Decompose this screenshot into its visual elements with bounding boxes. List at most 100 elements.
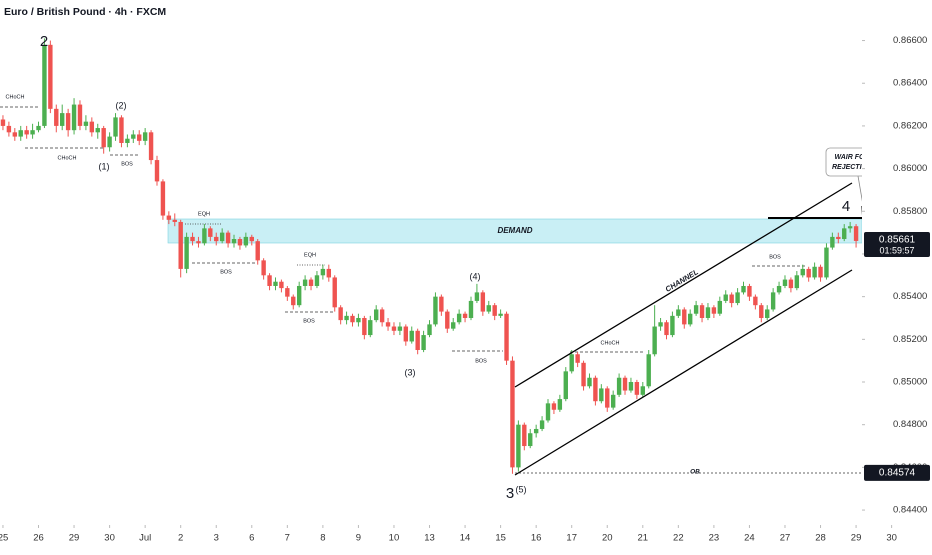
candle-body xyxy=(427,324,432,336)
candle-body xyxy=(255,241,260,261)
candle-body xyxy=(154,160,160,182)
candle-body xyxy=(853,226,859,241)
wave-label: 3 xyxy=(506,485,514,502)
candle-body xyxy=(302,279,308,286)
y-tick-label: 0.86400 xyxy=(893,78,927,89)
candle-body xyxy=(788,279,794,289)
channel-lower xyxy=(514,269,853,476)
candle-body xyxy=(522,424,527,447)
chart-title: Euro / British Pound · 4h · FXCM xyxy=(4,6,166,18)
candle-body xyxy=(125,138,130,143)
candle-body xyxy=(605,388,610,408)
x-tick-label: 22 xyxy=(673,533,684,544)
y-tick-label: 0.85800 xyxy=(893,206,927,217)
candle-body xyxy=(249,236,254,242)
candle-body xyxy=(60,113,65,126)
candle-body xyxy=(172,219,177,222)
structure-label: BOS xyxy=(769,254,781,260)
callout-text: WAIR FOR xyxy=(835,154,870,161)
candle-body xyxy=(759,305,764,318)
x-tick-label: 29 xyxy=(69,533,80,544)
structure-label: BOS xyxy=(303,318,315,324)
candle-body xyxy=(628,382,634,391)
candle-body xyxy=(332,277,337,308)
candle-body xyxy=(658,322,663,327)
candle-body xyxy=(664,322,669,336)
candle-body xyxy=(551,403,557,410)
candle-body xyxy=(89,121,95,133)
candle-body xyxy=(208,228,213,237)
candles xyxy=(0,38,859,474)
wave-label: 4 xyxy=(842,198,850,215)
channel-upper xyxy=(514,182,853,388)
candle-body xyxy=(830,236,835,248)
y-tick-label: 0.86200 xyxy=(893,120,927,131)
candle-body xyxy=(267,275,272,286)
last-price-badge xyxy=(864,231,930,257)
wave-label: (5) xyxy=(516,484,527,494)
wave-label: (2) xyxy=(116,100,127,110)
candle-body xyxy=(326,268,332,278)
candle-body xyxy=(717,300,723,314)
candle-body xyxy=(445,311,450,329)
x-tick-label: 10 xyxy=(389,533,400,544)
y-tick-label: 0.85000 xyxy=(893,377,927,388)
candle-body xyxy=(640,386,645,395)
candle-body xyxy=(741,285,746,293)
candle-body xyxy=(285,288,290,297)
time-axis-bg xyxy=(0,525,862,550)
candle-body xyxy=(782,279,788,286)
candle-body xyxy=(95,128,100,133)
candle-body xyxy=(83,121,89,126)
x-tick-label: 6 xyxy=(249,533,254,544)
candle-body xyxy=(261,260,266,276)
candle-body xyxy=(350,315,355,323)
demand-zone xyxy=(167,218,863,244)
candle-body xyxy=(794,275,800,289)
x-tick-label: 25 xyxy=(0,533,8,544)
candle-body xyxy=(806,268,811,278)
candle-body xyxy=(575,354,580,363)
candle-body xyxy=(747,285,752,297)
x-tick-label: 14 xyxy=(460,533,471,544)
y-tick-label: 0.86000 xyxy=(893,163,927,174)
candle-body xyxy=(362,317,367,336)
candle-body xyxy=(368,320,373,336)
candle-body xyxy=(462,313,468,318)
ob-price-badge xyxy=(864,464,930,481)
callout-text: REJECTION xyxy=(832,164,873,171)
ob-price-label: 0.84574 xyxy=(879,468,916,479)
y-tick-label: 0.85400 xyxy=(893,291,927,302)
candle-body xyxy=(528,433,533,447)
candle-body xyxy=(616,377,622,395)
candle-body xyxy=(599,388,604,402)
candle-body xyxy=(699,305,705,318)
candle-body xyxy=(676,309,681,316)
candle-body xyxy=(646,354,651,387)
candle-body xyxy=(166,215,172,220)
countdown: 01:59:57 xyxy=(879,245,914,255)
x-tick-label: 28 xyxy=(815,533,826,544)
candle-body xyxy=(842,228,847,240)
x-tick-label: 26 xyxy=(33,533,44,544)
y-tick-label: 0.85200 xyxy=(893,334,927,345)
candle-body xyxy=(356,317,361,323)
candle-body xyxy=(456,313,462,323)
x-tick-label: 23 xyxy=(709,533,720,544)
candle-body xyxy=(36,125,41,131)
candle-body xyxy=(131,134,136,139)
candle-body xyxy=(687,313,693,325)
structure-label: BOS xyxy=(121,161,133,167)
wave-label: 2 xyxy=(40,33,48,50)
candle-body xyxy=(776,285,782,293)
x-tick-label: 27 xyxy=(780,533,791,544)
candle-body xyxy=(468,300,474,318)
candle-body xyxy=(142,132,148,141)
candle-body xyxy=(729,294,734,304)
channel-label: CHANNEL xyxy=(664,267,700,294)
candle-body xyxy=(753,296,758,306)
candle-body xyxy=(670,315,675,336)
candle-body xyxy=(273,281,278,286)
structure-label: BOS xyxy=(220,269,232,275)
